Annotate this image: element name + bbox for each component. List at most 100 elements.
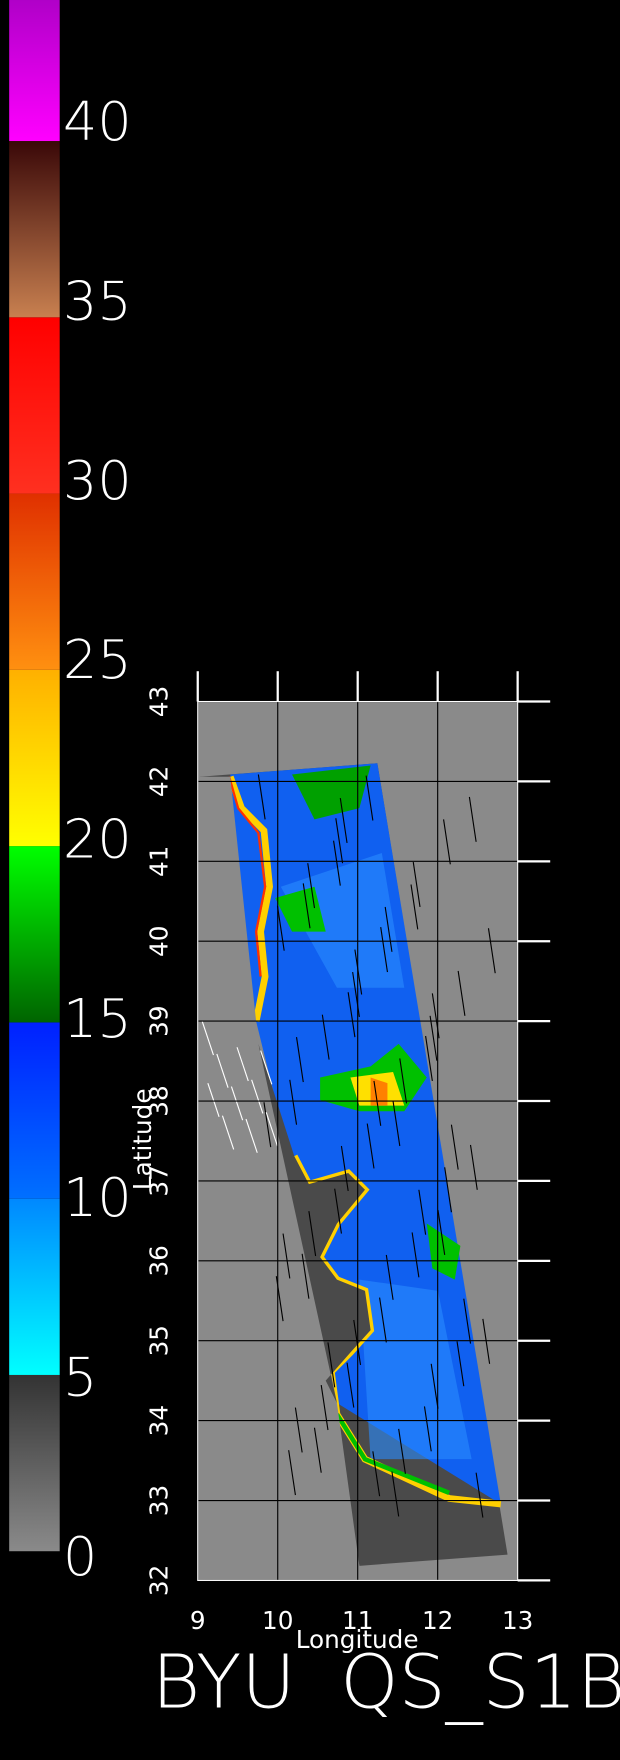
wind-barb xyxy=(444,1167,452,1213)
y-tick-label: 33 xyxy=(145,1485,174,1516)
colorbar-segment xyxy=(9,669,60,847)
coast-high xyxy=(227,775,273,1023)
wind-barb xyxy=(410,884,419,930)
wind-barb xyxy=(379,1297,387,1343)
y-axis-label: Latitude xyxy=(128,1088,157,1190)
colorbar-label: 30 xyxy=(63,449,132,512)
coast-red xyxy=(228,776,267,977)
wind-patch xyxy=(426,1223,461,1280)
wind-barb xyxy=(450,1124,459,1170)
wind-barb xyxy=(425,1035,433,1082)
wind-barb xyxy=(469,1144,478,1190)
wind-barb xyxy=(289,1079,298,1125)
wind-barb xyxy=(251,1079,264,1114)
ocean-wind-light xyxy=(359,1279,472,1460)
wind-barb xyxy=(423,1406,432,1452)
wind-barb xyxy=(294,1407,303,1453)
wind-barb xyxy=(392,1101,401,1147)
wind-barb xyxy=(276,905,285,951)
colorbar-label: 35 xyxy=(63,269,132,332)
y-tick-label: 41 xyxy=(145,846,174,877)
wind-barb xyxy=(230,1086,244,1121)
wind-barb xyxy=(263,1102,272,1148)
wind-barb xyxy=(201,1021,215,1056)
wind-barb xyxy=(302,883,311,929)
wind-barb xyxy=(339,797,348,844)
wind-barb xyxy=(418,1189,427,1235)
wind-barb xyxy=(327,1342,336,1388)
wind-barb xyxy=(260,1050,273,1085)
y-tick-label: 40 xyxy=(145,926,174,957)
title-left: BYU xyxy=(152,1640,296,1726)
colorbar-segment xyxy=(9,1198,60,1375)
wind-barb xyxy=(468,796,477,842)
wind-barb xyxy=(487,928,496,974)
y-tick-label: 35 xyxy=(145,1325,174,1356)
wind-barb xyxy=(221,1115,235,1150)
wind-barb xyxy=(475,1472,484,1518)
wind-barb xyxy=(373,1080,382,1126)
wind-barb xyxy=(307,863,316,909)
wind-barb xyxy=(372,1451,381,1497)
wind-barb xyxy=(282,1233,291,1279)
colorbar-segment xyxy=(9,141,60,318)
colorbar-segment xyxy=(9,493,60,670)
map-frame xyxy=(197,700,519,1581)
wind-barb xyxy=(412,861,421,908)
y-tick-label: 42 xyxy=(145,766,174,797)
y-tick-label: 37 xyxy=(145,1165,174,1196)
wind-barb xyxy=(333,840,341,886)
colorbar-label: 40 xyxy=(63,90,132,153)
map: 9 10 11 12 13 32 33 34 35 36 37 38 39 40 41 42 43 Longitu… xyxy=(128,671,551,1654)
x-tick-label: 9 xyxy=(190,1606,206,1635)
wind-barb xyxy=(245,1118,258,1153)
y-tick-label: 38 xyxy=(145,1085,174,1116)
wind-barb xyxy=(398,1428,406,1474)
y-tick-label: 36 xyxy=(145,1245,174,1276)
wind-barb xyxy=(288,1450,296,1496)
colorbar-segment xyxy=(9,0,60,142)
title-right: QS_S1B xyxy=(340,1640,620,1726)
wind-barb xyxy=(391,1471,400,1517)
x-tick-label: 10 xyxy=(262,1606,293,1635)
wind-barb xyxy=(429,1015,438,1061)
colorbar-segment xyxy=(9,1022,60,1199)
wind-barb xyxy=(340,1145,349,1192)
wind-barb xyxy=(443,819,451,865)
colorbar: 0 5 10 15 20 25 30 35 40 xyxy=(9,0,132,1588)
x-axis-label: Longitude xyxy=(296,1625,419,1654)
wind-barb xyxy=(308,1211,317,1257)
wind-barb xyxy=(482,1318,491,1364)
wind-barb xyxy=(380,927,389,973)
wind-patch xyxy=(292,765,371,820)
colorbar-label: 0 xyxy=(63,1525,97,1588)
x-tick-label: 11 xyxy=(342,1606,373,1635)
wind-barb xyxy=(366,1123,375,1169)
y-tick-label: 43 xyxy=(145,686,174,717)
colorbar-label: 5 xyxy=(63,1346,97,1409)
wind-barb xyxy=(437,1209,446,1255)
colorbar-label: 25 xyxy=(63,628,132,691)
y-tick-label: 32 xyxy=(145,1565,174,1596)
wind-barb xyxy=(456,1341,465,1387)
x-tick-label: 13 xyxy=(502,1606,533,1635)
wind-barb xyxy=(207,1082,220,1118)
coast-green xyxy=(335,1413,451,1495)
wind-barb xyxy=(236,1047,249,1082)
wind-barb xyxy=(463,1298,472,1344)
wind-barb xyxy=(385,1254,394,1300)
wind-barb xyxy=(430,1363,439,1409)
wind-barb xyxy=(335,818,344,864)
land xyxy=(258,1043,371,1404)
wind-barb xyxy=(399,1058,408,1104)
wind-barb xyxy=(295,1037,304,1083)
y-tick-label: 39 xyxy=(145,1005,174,1036)
colorbar-segment xyxy=(9,1374,60,1552)
wind-barb xyxy=(411,1232,420,1278)
wind-barb xyxy=(265,1112,278,1147)
wind-barb xyxy=(216,1053,229,1088)
colorbar-segment xyxy=(9,317,60,494)
wind-barb xyxy=(384,906,393,952)
